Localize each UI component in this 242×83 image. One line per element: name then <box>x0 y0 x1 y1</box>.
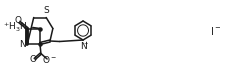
Text: S: S <box>44 6 49 15</box>
Text: $^+$: $^+$ <box>82 41 89 50</box>
Text: I$^-$: I$^-$ <box>211 25 222 37</box>
Text: O: O <box>30 55 37 64</box>
Text: N: N <box>80 42 86 51</box>
Text: N: N <box>19 40 25 48</box>
Text: $\mathregular{^{+}H_3N}$: $\mathregular{^{+}H_3N}$ <box>3 20 28 34</box>
Text: O$^-$: O$^-$ <box>42 54 57 65</box>
Text: O: O <box>14 16 21 25</box>
